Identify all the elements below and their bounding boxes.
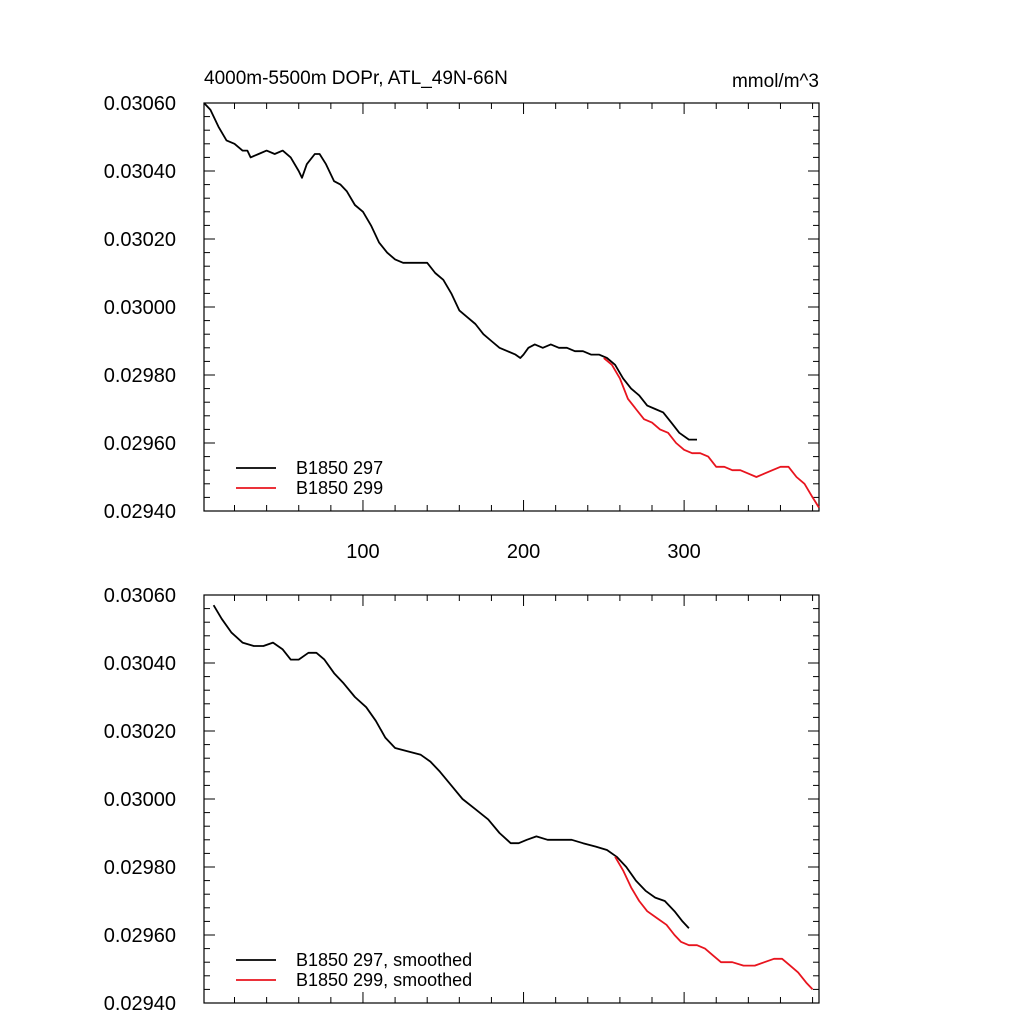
- x-tick-label: 300: [667, 541, 700, 563]
- y-tick-label: 0.02940: [104, 993, 176, 1015]
- series-line-b1850-299: [603, 357, 820, 509]
- legend-label: B1850 299, smoothed: [296, 970, 472, 990]
- top-series-layer: [203, 102, 820, 509]
- series-line-b1850-297: [203, 102, 697, 441]
- y-tick-label: 0.02980: [104, 365, 176, 387]
- y-tick-label: 0.02980: [104, 857, 176, 879]
- y-tick-label: 0.03060: [104, 93, 176, 115]
- series-line-b1850-299: [614, 856, 814, 991]
- top-plot-frame: [203, 102, 820, 512]
- x-tick-label: 200: [507, 541, 540, 563]
- top-plot-units: mmol/m^3: [732, 71, 819, 92]
- y-tick-label: 0.03000: [104, 789, 176, 811]
- top-panel: 4000m-5500m DOPr, ATL_49N-66N mmol/m^3 0…: [104, 68, 820, 563]
- legend-label: B1850 299: [296, 478, 383, 498]
- y-tick-label: 0.03000: [104, 297, 176, 319]
- legend-label: B1850 297, smoothed: [296, 950, 472, 970]
- x-tick-label: 100: [346, 541, 379, 563]
- y-tick-label: 0.03040: [104, 161, 176, 183]
- bottom-panel: 0.02940 0.02960 0.02980 0.03000 0.03020 0.030…: [104, 585, 820, 1015]
- series-line-b1850-297: [212, 604, 690, 929]
- y-tick-label: 0.03020: [104, 229, 176, 251]
- y-tick-label: 0.03020: [104, 721, 176, 743]
- bottom-series-layer: [212, 604, 814, 991]
- top-plot-title: 4000m-5500m DOPr, ATL_49N-66N: [204, 68, 508, 89]
- y-tick-label: 0.03060: [104, 585, 176, 607]
- y-tick-label: 0.02960: [104, 433, 176, 455]
- legend-label: B1850 297: [296, 458, 383, 478]
- bottom-axis-ticks: 0.02940 0.02960 0.02980 0.03000 0.03020 0.030…: [104, 585, 819, 1015]
- top-axis-ticks: 0.02940 0.02960 0.02980 0.03000 0.03020 0.030…: [104, 93, 819, 563]
- bottom-plot-frame: [203, 594, 820, 1004]
- y-tick-label: 0.03040: [104, 653, 176, 675]
- y-tick-label: 0.02960: [104, 925, 176, 947]
- y-tick-label: 0.02940: [104, 501, 176, 523]
